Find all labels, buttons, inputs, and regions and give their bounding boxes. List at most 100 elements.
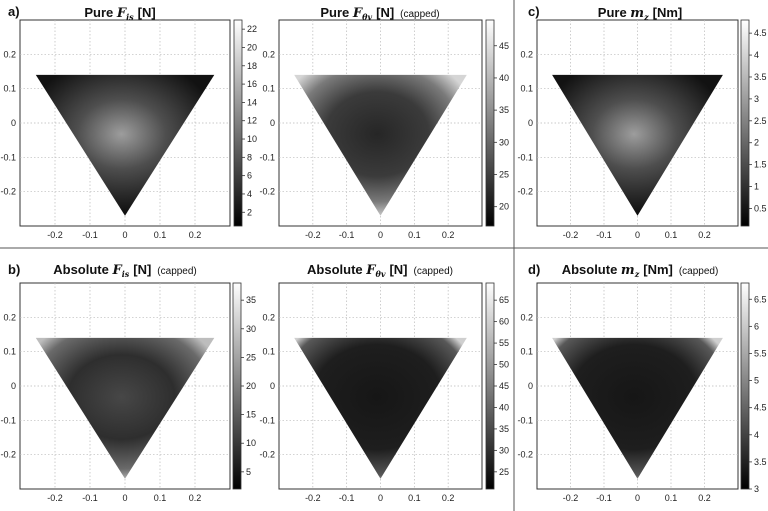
x-tick-label: -0.2 <box>563 230 579 240</box>
colorbar-tick-label: 45 <box>499 41 509 51</box>
x-tick-label: 0 <box>635 230 640 240</box>
colorbar <box>233 19 243 227</box>
panel-title: Absolute mz [Nm] (capped) <box>562 262 719 279</box>
colorbar-tick-label: 25 <box>499 170 509 180</box>
colorbar <box>740 19 750 227</box>
title-prefix: Absolute <box>53 262 112 277</box>
colorbar-tick-label: 2 <box>754 138 759 148</box>
colorbar <box>485 282 495 490</box>
x-tick-label: -0.1 <box>339 230 355 240</box>
title-note: (capped) <box>679 266 718 277</box>
title-symbol: F <box>111 263 122 278</box>
y-tick-label: -0.2 <box>0 187 16 197</box>
title-note: (capped) <box>400 9 439 20</box>
panel-title: Pure Fis [N] <box>84 5 155 22</box>
title-symbol: F <box>352 6 363 21</box>
x-tick-label: 0 <box>378 230 383 240</box>
colorbar <box>740 282 750 490</box>
y-tick-label: -0.2 <box>0 450 16 460</box>
heatmap-triangle <box>552 74 723 216</box>
title-symbol: F <box>365 263 376 278</box>
colorbar-tick-label: 3.5 <box>754 72 767 82</box>
x-tick-label: 0.2 <box>698 230 711 240</box>
y-tick-label: -0.1 <box>517 415 533 425</box>
title-subscript: z <box>643 12 649 22</box>
y-tick-label: -0.1 <box>259 415 275 425</box>
title-unit: [N] <box>376 5 394 20</box>
panel-title: Pure mz [Nm] <box>598 5 682 22</box>
y-tick-label: 0.1 <box>520 84 533 94</box>
y-tick-label: 0.1 <box>3 347 16 357</box>
colorbar-tick-label: 4.5 <box>754 403 767 413</box>
colorbar-tick-label: 20 <box>247 42 257 52</box>
y-tick-label: 0.2 <box>520 49 533 59</box>
title-unit: [N] <box>138 5 156 20</box>
y-tick-label: 0 <box>528 118 533 128</box>
colorbar-tick-label: 55 <box>499 338 509 348</box>
panel-4: -0.2 -0.1 0 0.1 0.2 0.2 0.1 0 -0.1 -0.2 5 10 15 20 25 3… <box>0 262 256 503</box>
colorbar <box>232 282 242 490</box>
title-subscript: θv <box>375 269 385 279</box>
x-tick-label: -0.2 <box>563 493 579 503</box>
y-tick-label: -0.2 <box>517 187 533 197</box>
colorbar-tick-label: 18 <box>247 61 257 71</box>
colorbar-tick-label: 35 <box>499 424 509 434</box>
x-tick-label: -0.1 <box>339 493 355 503</box>
title-unit: [N] <box>133 262 151 277</box>
colorbar-tick-label: 30 <box>499 445 509 455</box>
y-tick-label: 0 <box>11 381 16 391</box>
heatmap-triangle <box>35 337 215 479</box>
colorbar-tick-label: 5.5 <box>754 348 767 358</box>
heatmap-triangle <box>552 337 723 479</box>
x-tick-label: 0.2 <box>442 230 455 240</box>
colorbar-tick-label: 1.5 <box>754 160 767 170</box>
colorbar-tick-label: 1 <box>754 182 759 192</box>
x-tick-label: 0.1 <box>665 493 678 503</box>
y-tick-label: 0.2 <box>520 312 533 322</box>
panel-3: -0.2 -0.1 0 0.1 0.2 0.2 0.1 0 -0.1 -0.2 0.5 1 1.5 2 2.… <box>517 4 766 240</box>
colorbar-tick-label: 0.5 <box>754 203 767 213</box>
colorbar-tick-label: 2.5 <box>754 116 767 126</box>
x-tick-label: 0.2 <box>442 493 455 503</box>
colorbar-tick-label: 20 <box>499 202 509 212</box>
y-tick-label: -0.1 <box>0 415 16 425</box>
title-prefix: Pure <box>84 5 117 20</box>
colorbar-tick-label: 4 <box>247 189 252 199</box>
panel-label: d) <box>528 262 540 277</box>
colorbar-tick-label: 6 <box>247 171 252 181</box>
colorbar-tick-label: 6.5 <box>754 294 767 304</box>
title-subscript: z <box>634 269 640 279</box>
colorbar-tick-label: 50 <box>499 360 509 370</box>
colorbar-tick-label: 2 <box>247 207 252 217</box>
title-prefix: Pure <box>598 5 631 20</box>
x-tick-label: 0 <box>122 230 127 240</box>
colorbar-tick-label: 30 <box>246 324 256 334</box>
y-tick-label: -0.1 <box>517 152 533 162</box>
colorbar-tick-label: 35 <box>499 105 509 115</box>
title-note: (capped) <box>414 266 453 277</box>
colorbar-tick-label: 16 <box>247 79 257 89</box>
panel-label: b) <box>8 262 20 277</box>
title-unit: [Nm] <box>653 5 683 20</box>
x-tick-label: 0.2 <box>189 230 202 240</box>
y-tick-label: -0.1 <box>0 152 16 162</box>
x-tick-label: 0 <box>635 493 640 503</box>
colorbar-tick-label: 25 <box>246 352 256 362</box>
colorbar-tick-label: 60 <box>499 317 509 327</box>
colorbar-tick-label: 5 <box>754 376 759 386</box>
title-subscript: is <box>126 12 134 22</box>
x-tick-label: 0.2 <box>698 493 711 503</box>
panel-label: a) <box>8 4 20 19</box>
title-subscript: is <box>122 269 130 279</box>
colorbar-tick-label: 8 <box>247 152 252 162</box>
colorbar-tick-label: 14 <box>247 97 257 107</box>
panel-title: Absolute Fis [N] (capped) <box>53 262 197 279</box>
panel-title: Pure Fθv [N] (capped) <box>320 5 439 22</box>
heatmap-triangle <box>294 74 467 216</box>
x-tick-label: 0.1 <box>408 230 421 240</box>
y-tick-label: 0.1 <box>262 347 275 357</box>
colorbar-tick-label: 20 <box>246 381 256 391</box>
x-tick-label: -0.1 <box>596 230 612 240</box>
colorbar-tick-label: 3 <box>754 94 759 104</box>
colorbar-tick-label: 3 <box>754 484 759 494</box>
